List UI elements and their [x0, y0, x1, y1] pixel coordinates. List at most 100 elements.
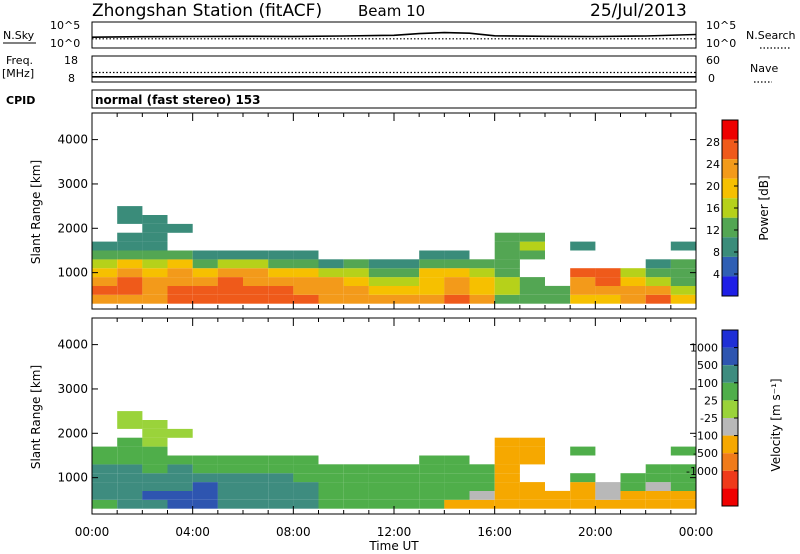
velocity-cell — [142, 473, 168, 483]
velocity-cell — [419, 482, 445, 491]
velocity-cell — [670, 482, 696, 491]
velocity-cell — [117, 411, 143, 420]
velocity-cell — [394, 482, 420, 491]
power-colorbar-segment — [722, 237, 738, 257]
power-cell — [645, 277, 671, 286]
power-cell — [394, 277, 420, 286]
velocity-colorbar-segment — [722, 453, 738, 471]
velocity-cell — [318, 464, 344, 474]
velocity-cell — [343, 473, 369, 483]
velocity-cell — [444, 455, 470, 465]
power-cell — [620, 268, 646, 278]
power-cell — [368, 259, 394, 269]
velocity-cell — [167, 499, 193, 509]
power-cell — [167, 294, 193, 304]
velocity-colorbar-tick-label: -1000 — [686, 465, 718, 478]
power-cell — [293, 259, 319, 269]
power-cell — [419, 268, 445, 278]
velocity-cell — [595, 499, 621, 509]
power-cell — [343, 277, 369, 286]
velocity-cell — [620, 490, 646, 500]
velocity-cell — [469, 490, 495, 500]
power-cell — [394, 294, 420, 304]
power-cell — [670, 241, 696, 251]
velocity-colorbar: 1000 500 100 25 -25 -100 -500 -1000 — [686, 329, 739, 507]
velocity-cell — [469, 473, 495, 483]
noise-series-nsky — [91, 31, 697, 38]
velocity-colorbar-segment — [722, 470, 738, 489]
velocity-cell — [243, 473, 269, 483]
power-axes: 1000 2000 3000 4000 — [57, 113, 697, 309]
velocity-cell — [117, 482, 143, 491]
velocity-cell — [268, 473, 294, 483]
freq-left-label-1: Freq. — [6, 54, 33, 67]
velocity-cell — [92, 464, 118, 474]
power-cell — [142, 250, 168, 260]
velocity-cell — [142, 490, 168, 500]
velocity-colorbar-segment — [722, 435, 738, 454]
power-cell — [293, 277, 319, 286]
power-cell — [494, 277, 520, 286]
power-cell — [167, 277, 193, 286]
power-cell — [469, 285, 495, 295]
x-axis-label: Time UT — [368, 539, 419, 553]
power-cell — [494, 259, 520, 269]
power-y-tick-label: 3000 — [57, 177, 88, 191]
velocity-cell — [117, 446, 143, 456]
velocity-heatmap — [92, 411, 696, 509]
power-cell — [620, 277, 646, 286]
power-cell — [519, 241, 545, 251]
power-cell — [192, 285, 218, 295]
velocity-cell — [343, 464, 369, 474]
power-cell — [343, 268, 369, 278]
power-cell — [545, 285, 571, 295]
power-cell — [670, 268, 696, 278]
x-tick-label: 04:00 — [175, 525, 210, 539]
power-cell — [519, 294, 545, 304]
velocity-colorbar-tick-label: 25 — [704, 394, 718, 407]
noise-left-label: N.Sky — [3, 29, 35, 42]
velocity-cell — [318, 499, 344, 509]
velocity-cell — [368, 499, 394, 509]
velocity-cell — [494, 437, 520, 447]
power-y-tick-label: 4000 — [57, 133, 88, 147]
velocity-cell — [167, 490, 193, 500]
velocity-cell — [217, 499, 243, 509]
power-cell — [117, 277, 143, 286]
velocity-cell — [368, 482, 394, 491]
velocity-cell — [142, 464, 168, 474]
power-cell — [318, 268, 344, 278]
power-y-tick-label: 2000 — [57, 221, 88, 235]
velocity-cell — [519, 499, 545, 509]
velocity-cell — [318, 482, 344, 491]
power-cell — [192, 259, 218, 269]
power-cell — [494, 241, 520, 251]
noise-left-tick-bottom: 10^0 — [50, 37, 80, 50]
power-colorbar-segment — [722, 159, 738, 179]
velocity-cell — [368, 490, 394, 500]
velocity-cell — [192, 455, 218, 465]
velocity-cell — [268, 482, 294, 491]
power-cell — [142, 285, 168, 295]
power-cell — [142, 223, 168, 233]
power-cell — [444, 277, 470, 286]
velocity-cell — [519, 482, 545, 491]
velocity-cell — [394, 499, 420, 509]
velocity-colorbar-segment — [722, 365, 738, 383]
velocity-cell — [117, 473, 143, 483]
velocity-cell — [117, 437, 143, 447]
velocity-cell — [167, 428, 193, 438]
velocity-cell — [343, 499, 369, 509]
velocity-cell — [394, 473, 420, 483]
velocity-cell — [620, 499, 646, 509]
x-tick-label: 00:00 — [75, 525, 110, 539]
power-cell — [620, 294, 646, 304]
power-cell — [117, 215, 143, 224]
power-cell — [494, 285, 520, 295]
power-colorbar-tick-label: 20 — [706, 180, 720, 193]
velocity-cell — [570, 499, 596, 509]
velocity-cell — [444, 490, 470, 500]
velocity-cell — [494, 473, 520, 483]
power-cell — [167, 285, 193, 295]
